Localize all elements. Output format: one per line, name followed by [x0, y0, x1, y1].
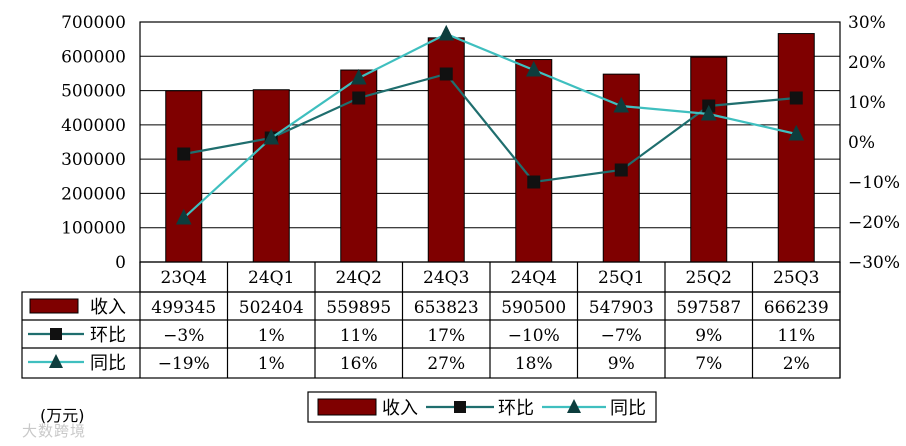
table-cell-value: 18%: [515, 354, 553, 374]
table-cell-value: 7%: [695, 354, 722, 374]
y-left-tick-label: 600000: [61, 47, 126, 67]
legend-key-yoy-marker: [567, 399, 581, 413]
legend-label-qoq: 环比: [498, 398, 534, 419]
bar-revenue: [515, 59, 553, 263]
table-cell-value: −7%: [601, 326, 642, 346]
qoq-point: [527, 175, 541, 189]
y-left-tick-label: 400000: [61, 116, 126, 136]
category-label: 24Q2: [336, 268, 382, 288]
legend-key-qoq-marker: [454, 401, 466, 413]
table-key-marker: [50, 328, 62, 340]
table-key-marker: [49, 354, 63, 368]
table-cell-value: −19%: [158, 354, 210, 374]
y-right-tick-label: −30%: [848, 253, 900, 273]
category-label: 25Q3: [773, 268, 819, 288]
table-cell-value: 9%: [608, 354, 635, 374]
bar-revenue: [690, 56, 728, 263]
category-label: 23Q4: [161, 268, 207, 288]
y-left-tick-label: 700000: [61, 13, 126, 33]
legend-label-revenue: 收入: [382, 398, 418, 419]
y-right-tick-label: 20%: [848, 53, 886, 73]
y-right-tick-label: 10%: [848, 93, 886, 113]
bar-revenue: [165, 90, 203, 263]
bar-revenue: [777, 33, 815, 263]
legend-key-revenue: [317, 398, 377, 416]
table-cell-value: 11%: [777, 326, 815, 346]
yoy-point: [175, 208, 192, 225]
y-right-tick-label: 0%: [848, 133, 875, 153]
yoy-point: [263, 128, 280, 145]
table-cell-value: 11%: [340, 326, 378, 346]
category-label: 25Q2: [686, 268, 732, 288]
watermark: 大数跨境: [22, 422, 87, 440]
category-label: 24Q4: [511, 268, 557, 288]
category-label: 25Q1: [598, 268, 644, 288]
table-cell-value: 499345: [151, 298, 216, 318]
category-label: 24Q1: [248, 268, 294, 288]
yoy-point: [525, 60, 542, 77]
yoy-point: [613, 96, 630, 113]
y-left-tick-label: 500000: [61, 82, 126, 102]
y-right-tick-label: 30%: [848, 13, 886, 33]
table-cell-value: 1%: [258, 326, 285, 346]
table-cell-value: 547903: [589, 298, 654, 318]
table-cell-value: 1%: [258, 354, 285, 374]
bar-revenue: [252, 89, 290, 263]
qoq-point: [177, 147, 191, 161]
yoy-point: [438, 24, 455, 41]
y-right-tick-label: −20%: [848, 213, 900, 233]
qoq-point: [352, 91, 366, 105]
table-key-revenue: [29, 298, 79, 314]
y-left-tick-label: 200000: [61, 184, 126, 204]
table-cell-value: 9%: [695, 326, 722, 346]
unit-label: (万元): [40, 406, 85, 425]
yoy-line: [183, 32, 797, 219]
category-label: 24Q3: [423, 268, 469, 288]
table-row-name: 同比: [90, 353, 126, 374]
y-left-tick-label: 100000: [61, 219, 126, 239]
table-cell-value: 559895: [326, 298, 391, 318]
table-cell-value: −3%: [163, 326, 204, 346]
qoq-point: [439, 67, 453, 81]
qoq-point: [614, 163, 628, 177]
table-cell-value: 17%: [427, 326, 465, 346]
yoy-point: [700, 104, 717, 121]
qoq-point: [789, 91, 803, 105]
y-left-tick-label: 0: [115, 253, 126, 273]
table-cell-value: 27%: [427, 354, 465, 374]
table-row-name: 收入: [90, 297, 126, 318]
y-left-tick-label: 300000: [61, 150, 126, 170]
table-cell-value: 666239: [764, 298, 829, 318]
table-cell-value: 502404: [239, 298, 304, 318]
y-right-tick-label: −10%: [848, 173, 900, 193]
table-row-name: 环比: [90, 325, 126, 346]
table-cell-value: 597587: [676, 298, 741, 318]
table-cell-value: 653823: [414, 298, 479, 318]
yoy-point: [350, 68, 367, 85]
table-cell-value: −10%: [508, 326, 560, 346]
legend-label-yoy: 同比: [610, 398, 646, 419]
qoq-line: [183, 72, 797, 184]
table-cell-value: 16%: [340, 354, 378, 374]
yoy-point: [788, 124, 805, 141]
table-cell-value: 2%: [783, 354, 810, 374]
table-cell-value: 590500: [501, 298, 566, 318]
